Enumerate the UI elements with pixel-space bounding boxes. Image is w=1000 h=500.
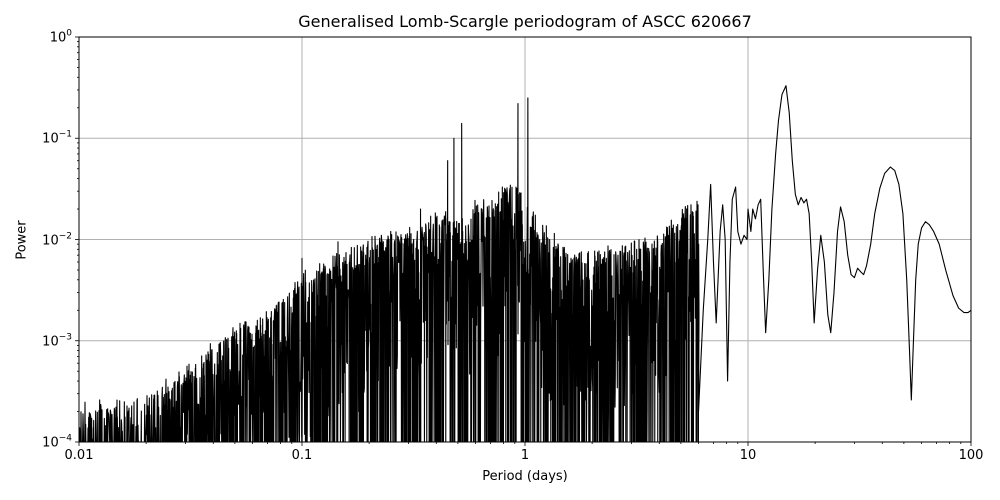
periodogram-line <box>79 85 971 442</box>
x-tick-label: 0.01 <box>64 448 94 463</box>
chart-title: Generalised Lomb-Scargle periodogram of … <box>298 12 752 31</box>
x-tick-label: 100 <box>958 448 984 463</box>
tick-marks <box>75 36 972 446</box>
y-axis-label: Power <box>14 220 30 260</box>
power-curve <box>79 85 971 442</box>
x-axis-label: Period (days) <box>482 469 568 484</box>
x-tick-label: 0.1 <box>291 448 313 463</box>
x-tick-label: 1 <box>520 448 530 463</box>
y-tick-label: 10−4 <box>42 433 72 451</box>
y-tick-label: 100 <box>49 28 72 46</box>
x-tick-label: 10 <box>739 448 757 463</box>
y-tick-label: 10−3 <box>42 332 72 350</box>
y-tick-label: 10−2 <box>42 231 72 249</box>
y-tick-label: 10−1 <box>42 129 72 147</box>
